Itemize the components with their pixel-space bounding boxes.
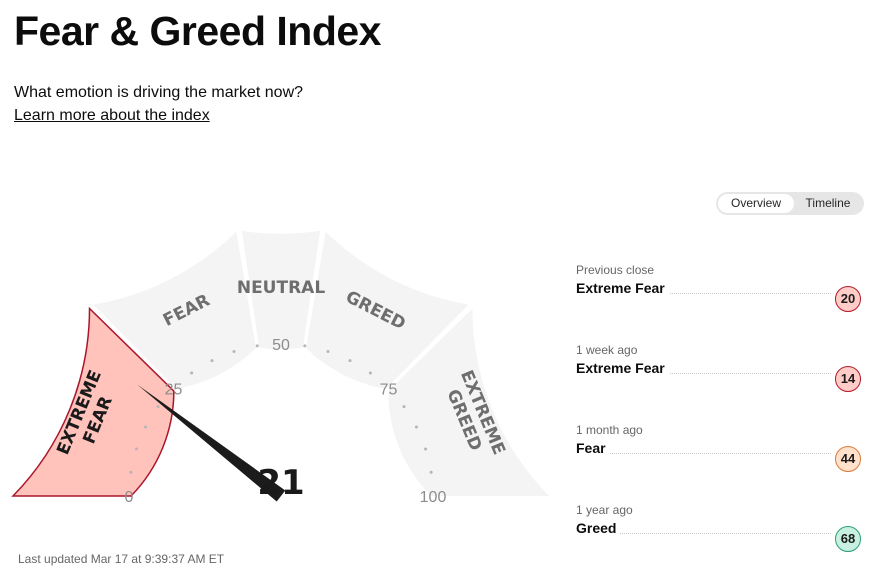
gauge-dot — [303, 344, 307, 348]
needle — [137, 384, 286, 502]
learn-more-link[interactable]: Learn more about the index — [14, 107, 210, 124]
tick-label-0: 0 — [125, 489, 134, 506]
overview-tab[interactable]: Overview — [718, 194, 794, 213]
gauge-dot — [424, 447, 428, 451]
tick-label-25: 25 — [165, 382, 183, 399]
gauge-dot — [348, 359, 352, 363]
dotted-leader — [576, 533, 831, 534]
gauge-dot — [255, 344, 259, 348]
segment-greed — [306, 231, 469, 389]
page-title: Fear & Greed Index — [14, 8, 381, 54]
timeline-tab[interactable]: Timeline — [805, 196, 851, 210]
gauge-dot — [429, 470, 433, 474]
segment-extreme-greed — [388, 308, 549, 496]
score-value: 21 — [257, 463, 304, 503]
segment-fear — [93, 231, 256, 389]
segment-neutral — [241, 230, 321, 350]
history-rating: Greed — [576, 520, 621, 536]
segment-neutral-label: NEUTRAL — [237, 278, 325, 298]
history-row: Extreme Fear 20 — [576, 280, 861, 312]
history-item: Previous close Extreme Fear 20 — [576, 263, 861, 312]
history-row: Fear 44 — [576, 440, 861, 472]
score-circle — [226, 441, 336, 508]
gauge-dot — [129, 470, 133, 474]
history-period: 1 year ago — [576, 503, 633, 517]
view-toggle: Overview Timeline — [716, 192, 864, 215]
gauge-dot — [190, 371, 194, 375]
gauge-dot — [368, 371, 372, 375]
gauge-dot — [232, 349, 236, 353]
gauge-dot — [156, 405, 160, 409]
history-row: Extreme Fear 14 — [576, 360, 861, 392]
dotted-leader — [576, 373, 831, 374]
gauge-dot — [210, 359, 214, 363]
dotted-leader — [576, 453, 831, 454]
history-rating: Extreme Fear — [576, 280, 669, 296]
gauge-dot — [414, 425, 418, 429]
segment-extreme-fear — [11, 306, 175, 497]
history-score-badge: 44 — [835, 446, 861, 472]
tick-label-100: 100 — [420, 489, 447, 506]
history-period: 1 week ago — [576, 343, 638, 357]
history-rating: Fear — [576, 440, 610, 456]
history-score-badge: 14 — [835, 366, 861, 392]
history-item: 1 week ago Extreme Fear 14 — [576, 343, 861, 392]
page-subtitle: What emotion is driving the market now? — [14, 84, 304, 101]
dotted-leader — [576, 293, 831, 294]
tick-label-50: 50 — [272, 337, 290, 354]
history-item: 1 year ago Greed 68 — [576, 503, 861, 552]
segment-neutral-label-line: NEUTRAL — [237, 278, 325, 298]
history-period: 1 month ago — [576, 423, 643, 437]
history-period: Previous close — [576, 263, 655, 277]
history-item: 1 month ago Fear 44 — [576, 423, 861, 472]
history-score-badge: 20 — [835, 286, 861, 312]
last-updated: Last updated Mar 17 at 9:39:37 AM ET — [18, 552, 225, 566]
gauge-dot — [144, 425, 148, 429]
history-row: Greed 68 — [576, 520, 861, 552]
gauge-dot — [402, 405, 406, 409]
history-rating: Extreme Fear — [576, 360, 669, 376]
gauge-dot — [326, 349, 330, 353]
gauge-dot — [134, 447, 138, 451]
history-score-badge: 68 — [835, 526, 861, 552]
tick-label-75: 75 — [380, 382, 398, 399]
